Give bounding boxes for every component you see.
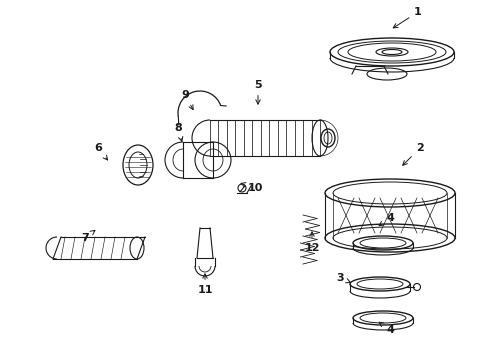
Text: 3: 3 <box>336 273 350 283</box>
Text: 1: 1 <box>393 7 422 28</box>
Text: 11: 11 <box>197 274 213 295</box>
Text: 2: 2 <box>403 143 424 165</box>
Text: 4: 4 <box>379 213 394 226</box>
Text: 8: 8 <box>174 123 183 141</box>
Text: 10: 10 <box>241 183 263 193</box>
Polygon shape <box>197 228 213 258</box>
Text: 5: 5 <box>254 80 262 104</box>
Text: 4: 4 <box>379 322 394 335</box>
Text: 12: 12 <box>304 232 320 253</box>
Text: 9: 9 <box>181 90 193 110</box>
Text: 6: 6 <box>94 143 108 160</box>
Text: 7: 7 <box>81 230 95 243</box>
